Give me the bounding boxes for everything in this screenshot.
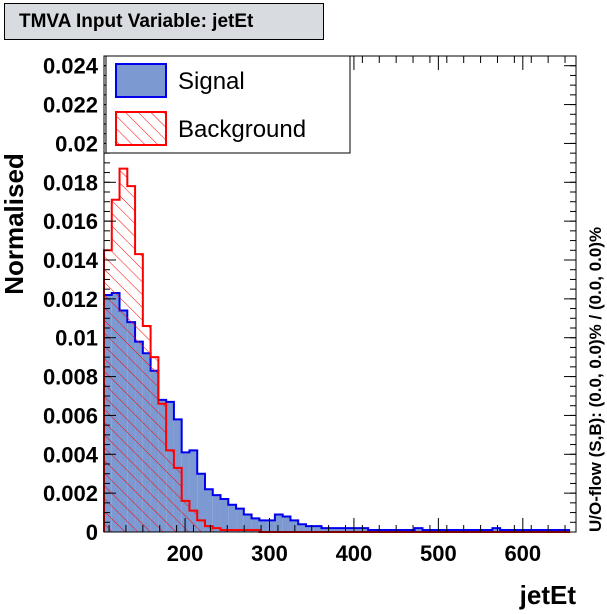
signal-bar <box>321 528 330 532</box>
signal-bar <box>492 528 501 532</box>
y-tick-label: 0.024 <box>43 54 99 79</box>
signal-bar <box>204 489 213 532</box>
signal-bar <box>212 495 221 532</box>
legend: Signal Background <box>105 55 351 154</box>
signal-bar <box>414 528 423 532</box>
signal-bar <box>282 516 291 532</box>
background-bar <box>212 528 221 532</box>
background-bar <box>181 500 190 532</box>
y-tick-label: 0.012 <box>43 287 98 312</box>
overflow-label: U/O-flow (S,B): (0.0, 0.0)% / (0.0, 0.0)… <box>586 227 605 532</box>
y-tick-label: 0.022 <box>43 93 98 118</box>
background-bar <box>166 450 174 532</box>
signal-bar <box>259 520 268 532</box>
background-bar <box>150 357 159 532</box>
y-tick-label: 0.018 <box>43 170 98 195</box>
signal-bar <box>197 473 205 532</box>
axes: 0 0.002 0.004 0.006 0.008 0.01 0.012 0.014 0.016… <box>43 54 577 566</box>
y-tick-label: 0 <box>86 520 98 545</box>
x-tick-label: 500 <box>420 541 457 566</box>
signal-bar <box>251 518 260 532</box>
background-bar <box>142 326 151 532</box>
background-bar <box>204 526 213 532</box>
signal-bar <box>290 520 299 532</box>
signal-bar <box>181 452 190 532</box>
signal-bar <box>243 514 252 532</box>
signal-bar <box>313 526 322 532</box>
background-bar <box>127 186 136 532</box>
y-tick-label: 0.006 <box>43 403 98 428</box>
signal-bar <box>274 514 283 532</box>
y-tick-label: 0.02 <box>55 131 98 156</box>
signal-bar <box>337 528 345 532</box>
signal-bar <box>329 528 338 532</box>
legend-swatch-signal <box>115 63 167 98</box>
legend-label-signal: Signal <box>178 68 245 95</box>
x-tick-label: 200 <box>167 541 204 566</box>
background-bar <box>119 168 128 532</box>
x-tick-label: 600 <box>504 541 541 566</box>
signal-bar <box>189 450 198 532</box>
background-bar <box>197 520 205 532</box>
background-bar <box>135 254 143 532</box>
signal-bar <box>360 528 369 532</box>
x-axis-label: jetEt <box>519 580 577 610</box>
signal-bar <box>344 528 353 532</box>
background-bar <box>173 467 182 532</box>
y-tick-label: 0.002 <box>43 481 98 506</box>
y-tick-label: 0.014 <box>43 248 99 273</box>
y-axis-label: Normalised <box>0 153 29 295</box>
signal-bar <box>228 504 237 532</box>
chart-title: TMVA Input Variable: jetEt <box>4 3 324 40</box>
x-tick-label: 300 <box>251 541 288 566</box>
y-tick-label: 0.016 <box>43 209 98 234</box>
signal-bar <box>267 520 275 532</box>
background-bar <box>104 250 112 533</box>
x-tick-label: 400 <box>336 541 373 566</box>
signal-bar <box>305 526 314 532</box>
signal-bar <box>236 508 244 532</box>
y-tick-label: 0.008 <box>43 365 98 390</box>
signal-bar <box>298 524 306 532</box>
legend-swatch-background <box>115 111 167 146</box>
signal-outline <box>103 292 571 532</box>
background-bar <box>111 199 120 532</box>
y-tick-label: 0.01 <box>55 326 98 351</box>
signal-bar <box>220 498 229 532</box>
legend-label-background: Background <box>178 116 306 143</box>
background-bar <box>189 510 198 532</box>
y-tick-label: 0.004 <box>43 442 99 467</box>
signal-bar <box>352 528 361 532</box>
background-bar <box>158 403 167 532</box>
